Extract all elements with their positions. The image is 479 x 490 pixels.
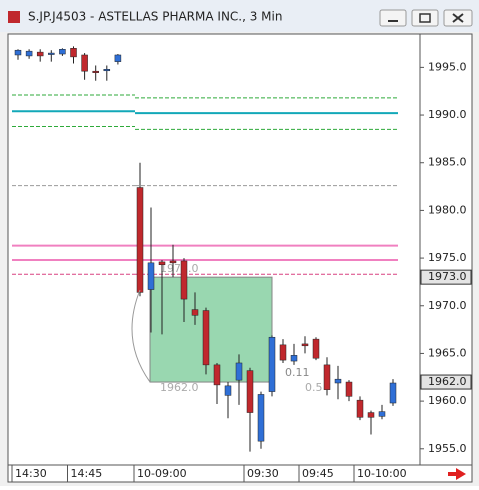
price-axis — [419, 33, 473, 466]
y-tick-label: 1995.0 — [428, 60, 467, 73]
candle-body — [59, 49, 66, 55]
box-note: 0.11 — [285, 366, 310, 379]
candle-body — [279, 344, 287, 361]
box-note: 0.5 — [305, 381, 323, 394]
price-tag — [420, 374, 472, 390]
candle-body — [180, 260, 188, 300]
candle-body — [25, 50, 33, 57]
candle-body — [213, 364, 221, 386]
y-tick-label: 1985.0 — [428, 156, 467, 169]
candle-body — [202, 310, 210, 366]
app-icon — [8, 11, 20, 23]
candle-body — [81, 54, 88, 72]
candle-body — [246, 370, 254, 413]
y-tick-label: 1955.0 — [428, 442, 467, 455]
candle-body — [191, 309, 199, 316]
candle-body — [147, 262, 155, 290]
y-tick-label: 1970.0 — [428, 299, 467, 312]
candle-body — [224, 385, 232, 396]
window-title: S.JP.J4503 - ASTELLAS PHARMA INC., 3 Min — [28, 10, 282, 24]
connector — [131, 289, 151, 383]
x-tick-label: 14:30 — [15, 467, 47, 480]
candle-body — [290, 355, 298, 362]
candle-body — [356, 399, 364, 418]
price-tag-label: 1973.0 — [428, 270, 467, 283]
candle-body — [345, 381, 353, 397]
box-label: 1962.0 — [160, 381, 199, 394]
x-tick-label: 14:45 — [71, 467, 103, 480]
minimize-button[interactable] — [379, 9, 407, 27]
candle-body — [36, 51, 44, 57]
x-tick-label: 09:45 — [302, 467, 334, 480]
candle-body — [14, 49, 22, 56]
maximize-button[interactable] — [411, 9, 439, 27]
x-tick-label: 10-09:00 — [137, 467, 187, 480]
time-axis — [7, 464, 473, 483]
candle-body — [268, 336, 276, 392]
price-tag-label: 1962.0 — [428, 375, 467, 388]
y-tick-label: 1980.0 — [428, 203, 467, 216]
scroll-arrow[interactable] — [448, 468, 466, 480]
x-tick-label: 09:30 — [247, 467, 279, 480]
y-tick-label: 1960.0 — [428, 394, 467, 407]
y-tick-label: 1990.0 — [428, 108, 467, 121]
measure-box — [149, 276, 273, 383]
candle-body — [312, 338, 320, 359]
box-label: 1973.0 — [160, 262, 199, 275]
candle-body — [114, 54, 122, 62]
y-tick-label: 1965.0 — [428, 346, 467, 359]
candle-body — [334, 378, 342, 384]
candle-body — [48, 52, 55, 55]
candle-body — [367, 412, 375, 418]
candle-body — [103, 69, 111, 72]
candle-body — [169, 260, 177, 264]
candle-body — [92, 70, 99, 73]
candle-body — [378, 411, 386, 417]
candle-body — [257, 394, 265, 442]
candle-body — [323, 364, 331, 390]
candle-body — [136, 187, 144, 293]
candle-body — [235, 362, 243, 381]
candle-body — [158, 261, 166, 266]
candle-body — [70, 48, 77, 58]
y-tick-label: 1975.0 — [428, 251, 467, 264]
x-tick-label: 10-10:00 — [357, 467, 407, 480]
candle-body — [389, 382, 397, 404]
candle-body — [301, 343, 309, 347]
price-tag — [420, 269, 472, 285]
